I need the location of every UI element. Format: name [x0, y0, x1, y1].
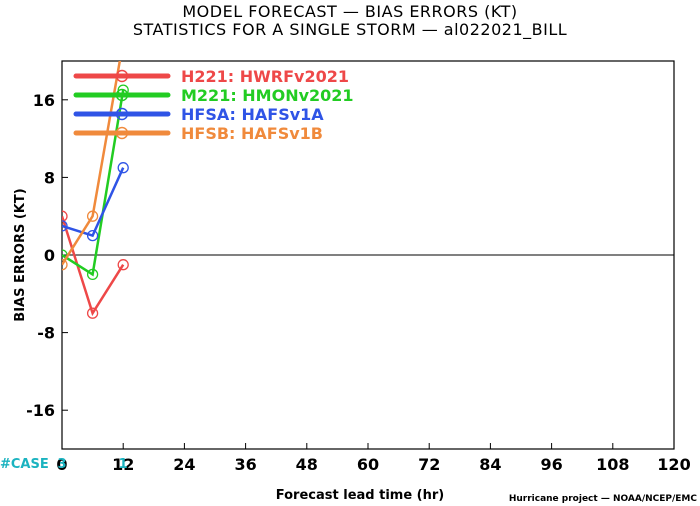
- series-layer: [62, 37, 129, 319]
- x-tick-label: 36: [234, 455, 256, 474]
- series-line: [62, 61, 122, 266]
- case-counts: #CASE 3 1: [0, 457, 128, 472]
- credit-text: Hurricane project — NOAA/NCEP/EMC: [509, 494, 698, 504]
- data-point: [86, 210, 99, 222]
- x-tick-label: 96: [540, 455, 562, 474]
- x-tick-label: 60: [357, 455, 379, 474]
- data-point: [117, 259, 129, 271]
- x-tick-label: 108: [596, 455, 629, 474]
- legend-entry-label: HFSA: HAFSv1A: [181, 105, 324, 124]
- y-axis-ticks: -16 -8 0 8 16: [26, 91, 68, 420]
- x-tick-label: 24: [173, 455, 195, 474]
- chart-title: MODEL FORECAST — BIAS ERRORS (KT): [182, 2, 518, 21]
- x-tick-label: 72: [418, 455, 440, 474]
- x-tick-label: 0: [56, 455, 67, 474]
- data-point: [86, 307, 99, 319]
- y-tick-label: 0: [44, 246, 55, 265]
- data-point: [86, 229, 99, 242]
- y-tick-label: 16: [33, 91, 55, 110]
- x-tick-label: 12: [112, 455, 134, 474]
- data-point: [62, 259, 68, 271]
- data-point: [118, 37, 128, 47]
- x-tick-label: 120: [657, 455, 690, 474]
- legend-swatch-marker: [115, 88, 129, 102]
- series-line: [62, 89, 125, 277]
- legend-entry-label: H221: HWRFv2021: [181, 67, 349, 86]
- series-3: [62, 37, 128, 271]
- x-tick-label: 84: [479, 455, 501, 474]
- data-point: [117, 162, 129, 174]
- y-tick-label: -16: [26, 401, 55, 420]
- data-point: [62, 210, 68, 222]
- case-label: #CASE: [0, 457, 49, 472]
- y-tick-label: 8: [44, 168, 55, 187]
- y-tick-label: -8: [37, 324, 55, 343]
- series-2: [62, 162, 129, 242]
- chart-subtitle: STATISTICS FOR A SINGLE STORM — al022021…: [132, 20, 568, 39]
- series-line: [62, 167, 125, 238]
- data-point: [86, 268, 99, 281]
- case-count: 3: [57, 457, 66, 472]
- x-axis-label: Forecast lead time (hr): [276, 488, 444, 503]
- data-point: [62, 220, 68, 232]
- legend-entry-label: M221: HMONv2021: [181, 86, 354, 105]
- y-axis-label: BIAS ERRORS (KT): [13, 188, 28, 321]
- legend-swatch-marker: [115, 69, 129, 83]
- legend-swatch-marker: [115, 107, 129, 121]
- case-count: 1: [119, 457, 128, 472]
- x-tick-label: 48: [296, 455, 318, 474]
- legend-entry-label: HFSB: HAFSv1B: [181, 124, 323, 143]
- legend-swatch-marker: [115, 126, 129, 140]
- x-axis-ticks: 0 12 24 36 48 60 72 84 96 108 120: [56, 443, 691, 474]
